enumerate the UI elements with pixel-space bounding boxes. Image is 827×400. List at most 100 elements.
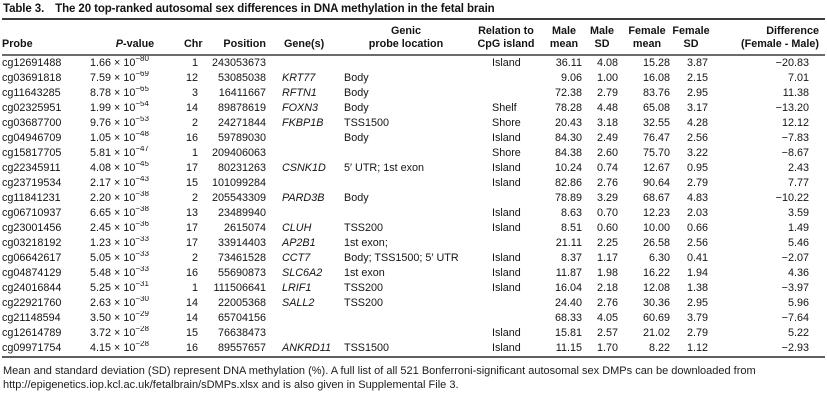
cell-male_sd: 2.25 (596, 237, 618, 249)
cell-relation (470, 191, 542, 206)
cell-chr: 1 (191, 147, 198, 159)
cell-relation (470, 296, 542, 311)
cell-genic: Body (344, 72, 369, 84)
cell-female_mean: 83.76 (642, 87, 670, 99)
cell-male_mean: 11.15 (555, 342, 582, 354)
cell-male_mean: 78.89 (554, 192, 582, 204)
cell-probe: cg22345911 (2, 162, 61, 174)
cell-female_mean: 60.69 (642, 312, 670, 324)
cell-female_mean: 76.47 (642, 132, 670, 144)
cell-male_sd: 2.76 (596, 297, 618, 309)
cell-male_mean: 9.06 (560, 72, 582, 84)
cell-gene (280, 131, 342, 146)
cell-female_sd: 4.28 (686, 117, 708, 129)
cell-pvalue: 5.48 × 10−33 (90, 266, 149, 279)
cell-genic: TSS200 (344, 222, 384, 234)
cell-pvalue: 6.65 × 10−38 (90, 206, 149, 219)
cell-probe: cg02325951 (2, 102, 62, 114)
cell-relation: Island (492, 327, 521, 339)
cell-probe: cg15817705 (2, 147, 62, 159)
cell-relation: Island (492, 132, 521, 144)
cell-relation: Shelf (492, 102, 517, 114)
cell-difference: 5.46 (787, 237, 809, 249)
cell-chr: 14 (185, 297, 198, 309)
table-row: cg23001456 2.45 × 10−36 17 2615074 CLUH TSS20… (2, 221, 825, 236)
cell-genic: 1st exon (344, 267, 385, 279)
cell-gene: CLUH (282, 222, 312, 234)
cell-genic: 1st exon; (344, 237, 388, 249)
column-header-female_sd: Female SD (672, 25, 710, 50)
cell-female_mean: 12.23 (642, 207, 670, 219)
cell-probe: cg23001456 (2, 222, 62, 234)
cell-gene: FOXN3 (282, 102, 318, 114)
cell-female_mean: 8.22 (648, 342, 670, 354)
table-row: cg11841231 2.20 × 10−38 2 205543309 PARD3B Bo… (2, 191, 825, 206)
cell-gene (280, 55, 342, 71)
cell-chr: 13 (185, 207, 198, 219)
cell-female_sd: 2.03 (686, 207, 708, 219)
cell-gene (280, 206, 342, 221)
cell-female_sd: 1.38 (686, 282, 708, 294)
cell-male_mean: 82.86 (554, 177, 582, 189)
cell-relation: Island (492, 177, 521, 189)
cell-difference: −7.83 (781, 132, 809, 144)
cell-female_sd: 2.79 (686, 327, 708, 339)
cell-pvalue: 2.20 × 10−38 (90, 191, 149, 204)
cell-relation: Island (492, 222, 521, 234)
cell-male_sd: 3.29 (596, 192, 618, 204)
cell-female_mean: 6.30 (648, 252, 670, 264)
cell-chr: 16 (185, 342, 198, 354)
cell-position: 24271844 (217, 117, 266, 129)
cell-probe: cg11643285 (2, 87, 61, 99)
cell-female_mean: 90.64 (642, 177, 670, 189)
cell-male_sd: 4.48 (596, 102, 618, 114)
column-header-male_sd: Male SD (589, 25, 614, 50)
cell-position: 101099284 (212, 177, 267, 189)
cell-chr: 14 (185, 312, 198, 324)
table-row: cg09971754 4.15 × 10−28 16 89557657 ANKRD11 T… (2, 341, 825, 357)
cell-probe: cg22921760 (2, 297, 62, 309)
cell-pvalue: 1.05 × 10−48 (90, 131, 149, 144)
cell-probe: cg06642617 (2, 252, 62, 264)
cell-female_mean: 16.08 (642, 72, 670, 84)
cell-pvalue: 5.25 × 10−31 (90, 281, 149, 294)
cell-male_mean: 16.04 (554, 282, 582, 294)
cell-relation: Shore (492, 117, 521, 129)
cell-male_mean: 8.51 (560, 222, 582, 234)
cell-chr: 2 (191, 192, 198, 204)
cell-probe: cg21148594 (2, 312, 61, 324)
cell-gene: SALL2 (282, 297, 315, 309)
cell-male_sd: 2.60 (596, 147, 618, 159)
cell-male_mean: 72.38 (554, 87, 582, 99)
cell-pvalue: 5.81 × 10−47 (90, 146, 149, 159)
table-caption: The 20 top-ranked autosomal sex differen… (55, 3, 495, 15)
table-row: cg15817705 5.81 × 10−47 1 209406063 Shore 84.… (2, 146, 825, 161)
cell-chr: 17 (185, 162, 198, 174)
table-row: cg06710937 6.65 × 10−38 13 23489940 Island 8.… (2, 206, 825, 221)
cell-probe: cg12691488 (2, 57, 62, 69)
cell-male_sd: 0.70 (596, 207, 618, 219)
cell-female_sd: 2.15 (686, 72, 708, 84)
cell-male_mean: 8.63 (560, 207, 582, 219)
cell-female_sd: 2.95 (686, 297, 708, 309)
cell-female_mean: 68.67 (642, 192, 670, 204)
cell-position: 65704156 (217, 312, 266, 324)
cell-female_mean: 32.55 (642, 117, 670, 129)
cell-relation (470, 311, 542, 326)
cell-difference: −10.22 (775, 192, 809, 204)
cell-chr: 15 (185, 327, 198, 339)
cell-gene: AP2B1 (282, 237, 316, 249)
cell-chr: 15 (185, 177, 198, 189)
table-title: Table 3. The 20 top-ranked autosomal sex … (2, 0, 825, 20)
cell-male_sd: 0.74 (596, 162, 618, 174)
cell-male_sd: 2.79 (596, 87, 618, 99)
table-row: cg22345911 4.08 × 10−45 17 80231263 CSNK1D 5′… (2, 161, 825, 176)
table-row: cg06642617 5.05 × 10−33 2 73461528 CCT7 Body;… (2, 251, 825, 266)
cell-probe: cg03218192 (2, 237, 62, 249)
cell-probe: cg03687700 (2, 117, 62, 129)
cell-position: 209406063 (212, 147, 267, 159)
cell-male_mean: 15.81 (554, 327, 582, 339)
cell-pvalue: 4.08 × 10−45 (90, 161, 149, 174)
cell-male_sd: 1.17 (596, 252, 618, 264)
